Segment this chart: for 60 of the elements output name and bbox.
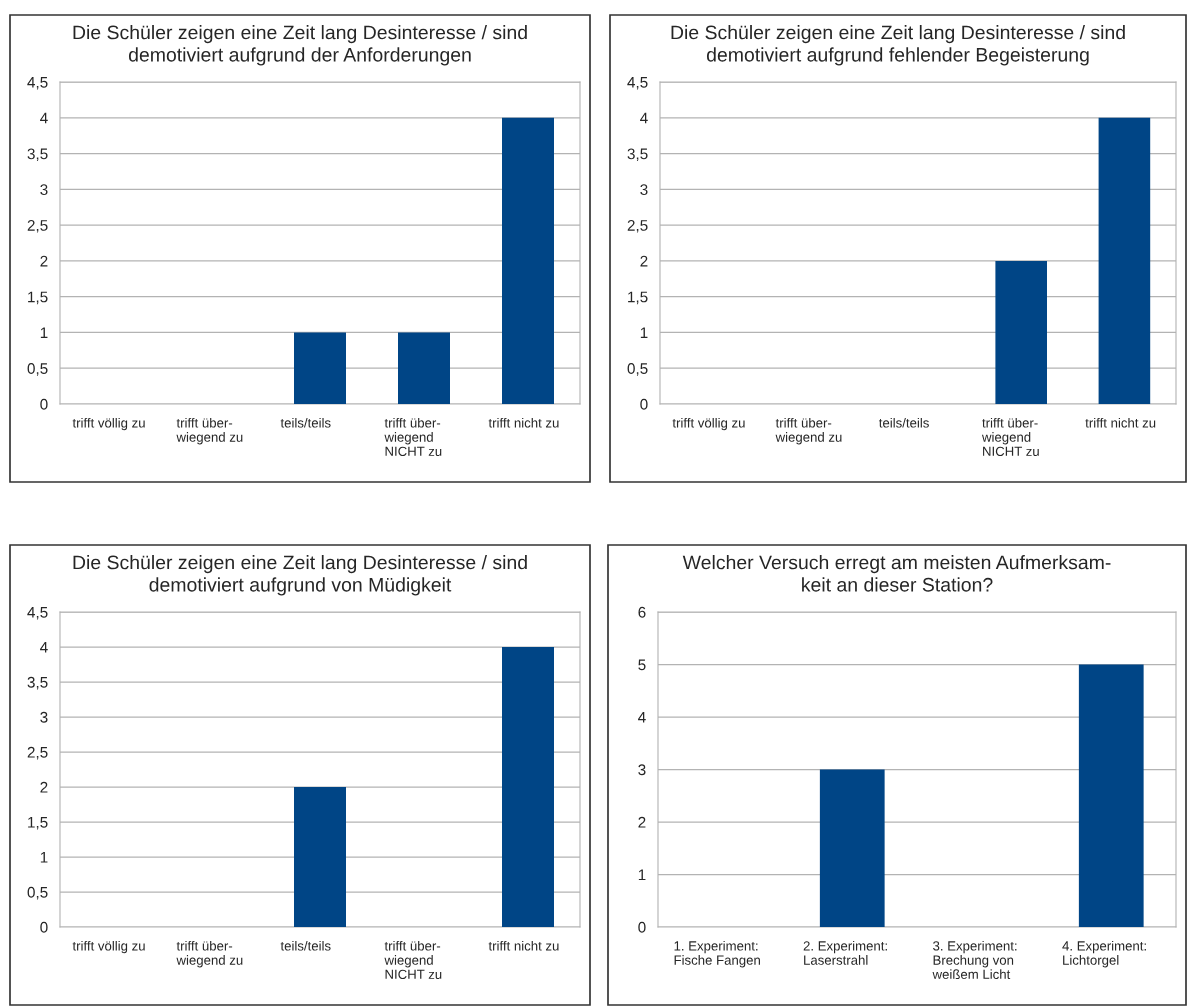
chart-title: Die Schüler zeigen eine Zeit lang Desinteresse / sind demotiviert aufgrund fehlender Begeisterung: [671, 25, 1125, 66]
x-tick-label: teils/teils: [878, 417, 929, 428]
y-tick-label: 2: [640, 255, 648, 267]
x-tick-label: trifft über- wiegend NICHT zu: [981, 417, 1039, 456]
y-tick-label: 5: [638, 659, 646, 671]
x-tick-label: 4. Experiment: Lichtorgel: [1062, 940, 1146, 968]
x-tick-label: trifft über- wiegend zu: [775, 417, 842, 445]
x-tick-label: trifft völlig zu: [672, 417, 745, 431]
y-tick-label: 3,5: [27, 676, 48, 690]
y-tick-label: 3: [40, 711, 48, 723]
x-tick-label: trifft über- wiegend NICHT zu: [384, 940, 442, 979]
x-tick-label: trifft nicht zu: [488, 417, 559, 428]
y-tick-label: 1,5: [28, 817, 48, 830]
y-tick-label: 2: [40, 781, 48, 793]
y-tick-label: 1,5: [628, 291, 648, 305]
y-tick-label: 4,5: [627, 77, 648, 90]
y-tick-label: 1: [40, 852, 48, 863]
x-tick-label: teils/teils: [280, 417, 331, 428]
x-tick-label: trifft nicht zu: [488, 940, 559, 951]
y-tick-label: 6: [638, 606, 646, 618]
y-tick-label: 1: [40, 327, 48, 338]
y-tick-label: 0: [40, 398, 48, 410]
y-tick-label: 2,5: [27, 746, 48, 760]
chart-title: Die Schüler zeigen eine Zeit lang Desinteresse / sind demotiviert aufgrund der Anforderungen: [73, 25, 527, 66]
x-tick-label: trifft über- wiegend zu: [176, 417, 243, 445]
x-tick-label: trifft über- wiegend NICHT zu: [384, 417, 442, 456]
y-tick-label: 2,5: [27, 219, 48, 233]
y-tick-label: 4: [40, 642, 48, 653]
y-tick-label: 3: [640, 184, 648, 196]
y-tick-label: 0: [638, 921, 646, 933]
x-tick-label: trifft nicht zu: [1085, 417, 1156, 428]
y-tick-label: 4: [638, 712, 646, 723]
y-tick-label: 4: [40, 112, 48, 124]
chart-title: Die Schüler zeigen eine Zeit lang Desinteresse / sind demotiviert aufgrund von Müdigkeit: [73, 555, 527, 596]
x-tick-label: trifft völlig zu: [72, 417, 145, 431]
y-tick-label: 3: [638, 764, 646, 776]
y-tick-label: 0: [640, 398, 648, 410]
y-tick-label: 1: [640, 327, 648, 338]
y-tick-label: 3: [40, 184, 48, 196]
y-tick-label: 2,5: [627, 219, 648, 233]
x-tick-label: 1. Experiment: Fische Fangen: [674, 940, 760, 968]
x-tick-label: 3. Experiment: Brechung von weißem Licht: [932, 940, 1017, 979]
y-tick-label: 0,5: [27, 363, 48, 376]
y-tick-label: 3,5: [27, 148, 48, 162]
chart-title: Welcher Versuch erregt am meisten Aufmerksam- keit an dieser Station?: [682, 555, 1111, 592]
y-tick-label: 1,5: [28, 291, 48, 305]
x-tick-label: trifft völlig zu: [72, 940, 145, 954]
y-tick-label: 2: [638, 816, 646, 828]
y-tick-label: 0,5: [27, 886, 48, 900]
y-tick-label: 4,5: [27, 77, 48, 90]
y-tick-label: 0: [40, 921, 48, 933]
x-tick-label: teils/teils: [280, 940, 331, 951]
x-tick-label: 2. Experiment: Laserstrahl: [803, 940, 887, 965]
y-tick-label: 1: [638, 869, 646, 881]
x-tick-label: trifft über- wiegend zu: [176, 940, 243, 968]
y-tick-label: 2: [40, 255, 48, 267]
y-tick-label: 4,5: [27, 607, 48, 620]
y-tick-label: 0,5: [627, 363, 648, 376]
y-tick-label: 3,5: [627, 148, 648, 162]
y-tick-label: 4: [640, 112, 648, 124]
